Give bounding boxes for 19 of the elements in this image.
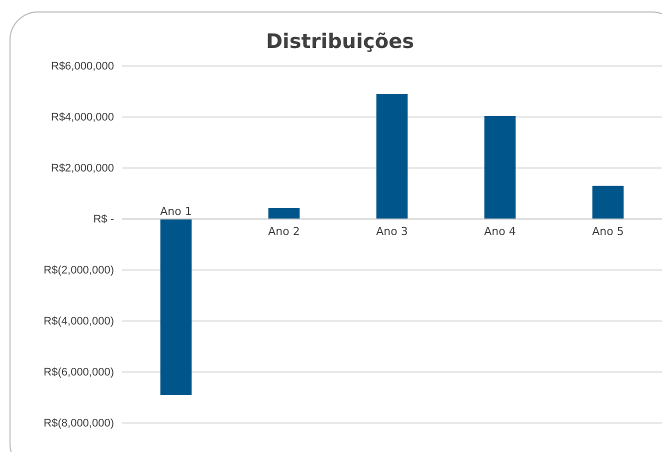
- y-tick-label: R$2,000,000: [51, 162, 114, 175]
- y-tick-label: R$(4,000,000): [44, 316, 114, 328]
- y-tick-label: R$(6,000,000): [44, 366, 114, 379]
- x-tick-label: Ano 1: [160, 205, 192, 218]
- x-tick-label: Ano 4: [484, 225, 516, 238]
- bar: [376, 94, 408, 219]
- y-tick-label: R$6,000,000: [51, 60, 114, 73]
- y-tick-label: R$(8,000,000): [44, 418, 114, 430]
- x-tick-label: Ano 5: [592, 225, 624, 238]
- bar: [592, 186, 624, 219]
- bar: [160, 219, 192, 395]
- x-tick-label: Ano 3: [376, 225, 408, 238]
- y-tick-label: R$4,000,000: [51, 112, 114, 124]
- bar: [268, 208, 300, 219]
- x-tick-label: Ano 2: [268, 225, 300, 238]
- chart-title: Distribuições: [266, 29, 414, 53]
- bar: [484, 116, 516, 219]
- y-tick-label: R$ -: [93, 214, 114, 226]
- y-tick-label: R$(2,000,000): [44, 264, 114, 277]
